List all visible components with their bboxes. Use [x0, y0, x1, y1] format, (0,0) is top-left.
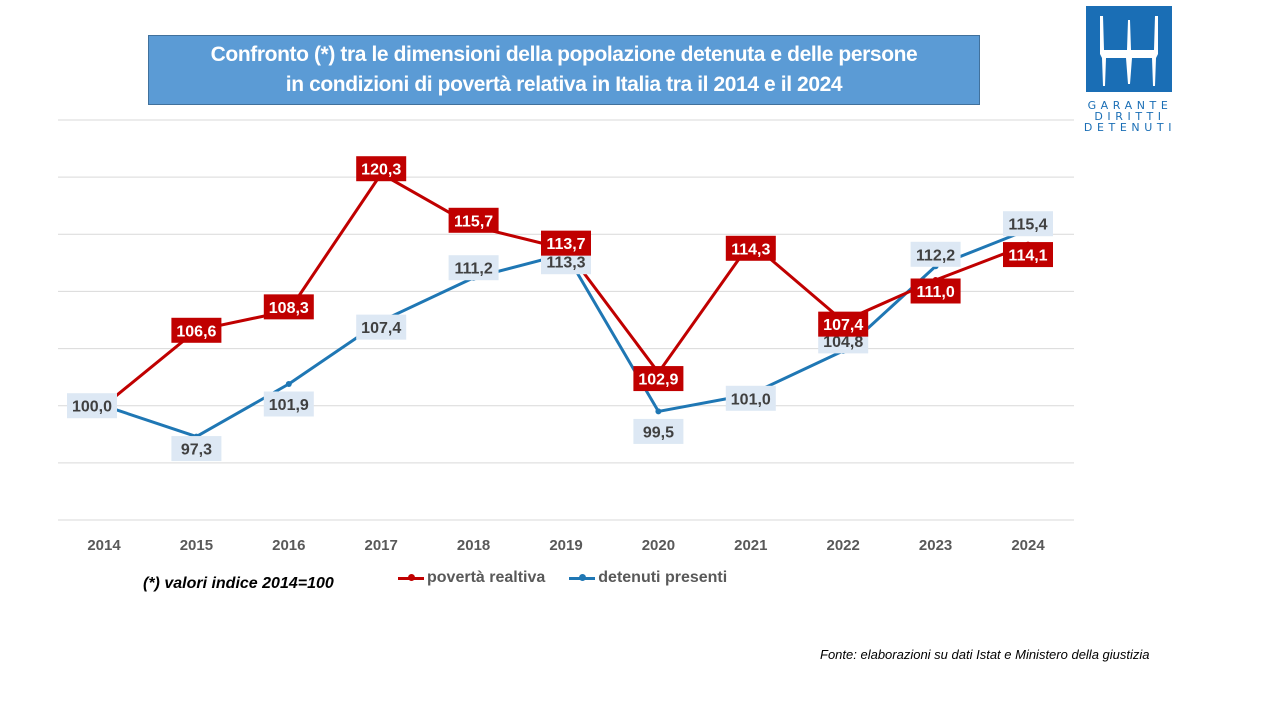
data-label-bg-poverta	[171, 317, 222, 343]
data-label-poverta: 115,7	[454, 213, 493, 230]
data-label-bg-detenuti	[1003, 211, 1053, 237]
data-label-poverta: 111,0	[916, 284, 954, 301]
data-label-bg-detenuti	[448, 255, 499, 281]
data-labels: 100,0 97,3 101,9 107,4 111,2 113,3 99,5 101,0 10…	[67, 156, 1053, 462]
data-label-bg-detenuti	[171, 436, 222, 462]
data-point-detenuti	[655, 408, 662, 415]
garante-logo-icon	[1086, 6, 1172, 92]
data-label-bg-poverta	[263, 294, 314, 320]
data-label-bg-detenuti	[356, 314, 407, 340]
x-tick-label: 2021	[734, 537, 767, 554]
data-label-bg-poverta	[818, 311, 869, 337]
data-label-poverta: 108,3	[269, 300, 309, 317]
data-label-bg-detenuti	[725, 385, 776, 411]
data-label-bg-poverta	[541, 230, 591, 256]
data-label-bg-detenuti	[263, 391, 314, 417]
data-label-bg-poverta	[633, 366, 684, 392]
legend: povertà realtiva detenuti presenti	[398, 569, 727, 587]
chart-title-line-2: in condizioni di povertà relativa in Ita…	[285, 73, 843, 96]
logo-text-line: DIRITTI	[1094, 110, 1166, 123]
legend-label: povertà realtiva	[427, 569, 546, 586]
x-tick-label: 2015	[180, 537, 213, 554]
data-label-poverta: 114,1	[1008, 248, 1047, 265]
data-label-detenuti: 101,0	[731, 391, 771, 408]
data-label-poverta: 102,9	[638, 372, 678, 389]
data-point-detenuti	[285, 381, 292, 387]
legend-item-poverta[interactable]: povertà realtiva	[398, 569, 545, 587]
data-label-bg-poverta	[1003, 242, 1053, 268]
data-label-detenuti: 107,4	[361, 320, 401, 337]
data-label-bg-poverta	[448, 207, 499, 233]
data-label-detenuti: 113,3	[546, 255, 585, 272]
legend-label: detenuti presenti	[598, 569, 728, 586]
x-tick-label: 2022	[827, 537, 860, 554]
data-label-detenuti: 115,4	[1008, 217, 1047, 234]
footnote: (*) valori indice 2014=100	[143, 575, 334, 592]
data-label-poverta: 114,3	[731, 241, 770, 258]
data-label-poverta: 113,7	[546, 236, 585, 253]
x-tick-label: 2017	[365, 537, 398, 554]
data-label-poverta: 120,3	[361, 162, 401, 179]
data-label-poverta: 106,6	[176, 323, 216, 340]
series-line-poverta	[103, 172, 1029, 407]
data-label-bg-detenuti	[633, 418, 684, 444]
data-label-bg-detenuti	[67, 393, 117, 419]
data-label-detenuti: 97,3	[181, 442, 212, 459]
x-axis-labels: 2014 2015 2016 2017 2018 2019 2020 2021 2022 2023…	[87, 537, 1045, 554]
data-label-bg-poverta	[910, 278, 961, 304]
source-note: Fonte: elaborazioni su dati Istat e Mini…	[820, 647, 1150, 662]
data-label-poverta: 107,4	[823, 317, 863, 334]
x-tick-label: 2014	[87, 537, 121, 554]
data-label-detenuti: 111,2	[454, 261, 492, 278]
data-label-detenuti: 99,5	[643, 424, 674, 441]
data-label-detenuti: 101,9	[269, 397, 309, 414]
legend-marker-detenuti-icon	[569, 574, 596, 581]
x-tick-label: 2023	[919, 537, 952, 554]
data-label-bg-poverta	[725, 235, 776, 261]
logo-text-line: DETENUTI	[1083, 121, 1177, 134]
data-label-detenuti: 104,8	[823, 334, 863, 351]
data-label-detenuti: 112,2	[916, 247, 955, 264]
legend-marker-poverta-icon	[398, 574, 424, 581]
data-label-bg-poverta	[356, 156, 407, 182]
logo-text-line: GARANTE	[1087, 99, 1173, 112]
x-tick-label: 2024	[1011, 537, 1045, 554]
x-tick-label: 2020	[642, 537, 675, 554]
data-label-detenuti: 100,0	[72, 399, 112, 416]
data-label-bg-detenuti	[910, 241, 961, 267]
x-tick-label: 2019	[549, 537, 582, 554]
chart-title-box: Confronto (*) tra le dimensioni della po…	[148, 35, 980, 105]
x-tick-label: 2016	[272, 537, 305, 554]
series-lines	[101, 170, 1031, 440]
x-tick-label: 2018	[457, 537, 490, 554]
logo-text: GARANTE DIRITTI DETENUTI	[1080, 100, 1180, 133]
legend-item-detenuti[interactable]: detenuti presenti	[569, 569, 727, 587]
chart-title-line-1: Confronto (*) tra le dimensioni della po…	[210, 43, 918, 66]
